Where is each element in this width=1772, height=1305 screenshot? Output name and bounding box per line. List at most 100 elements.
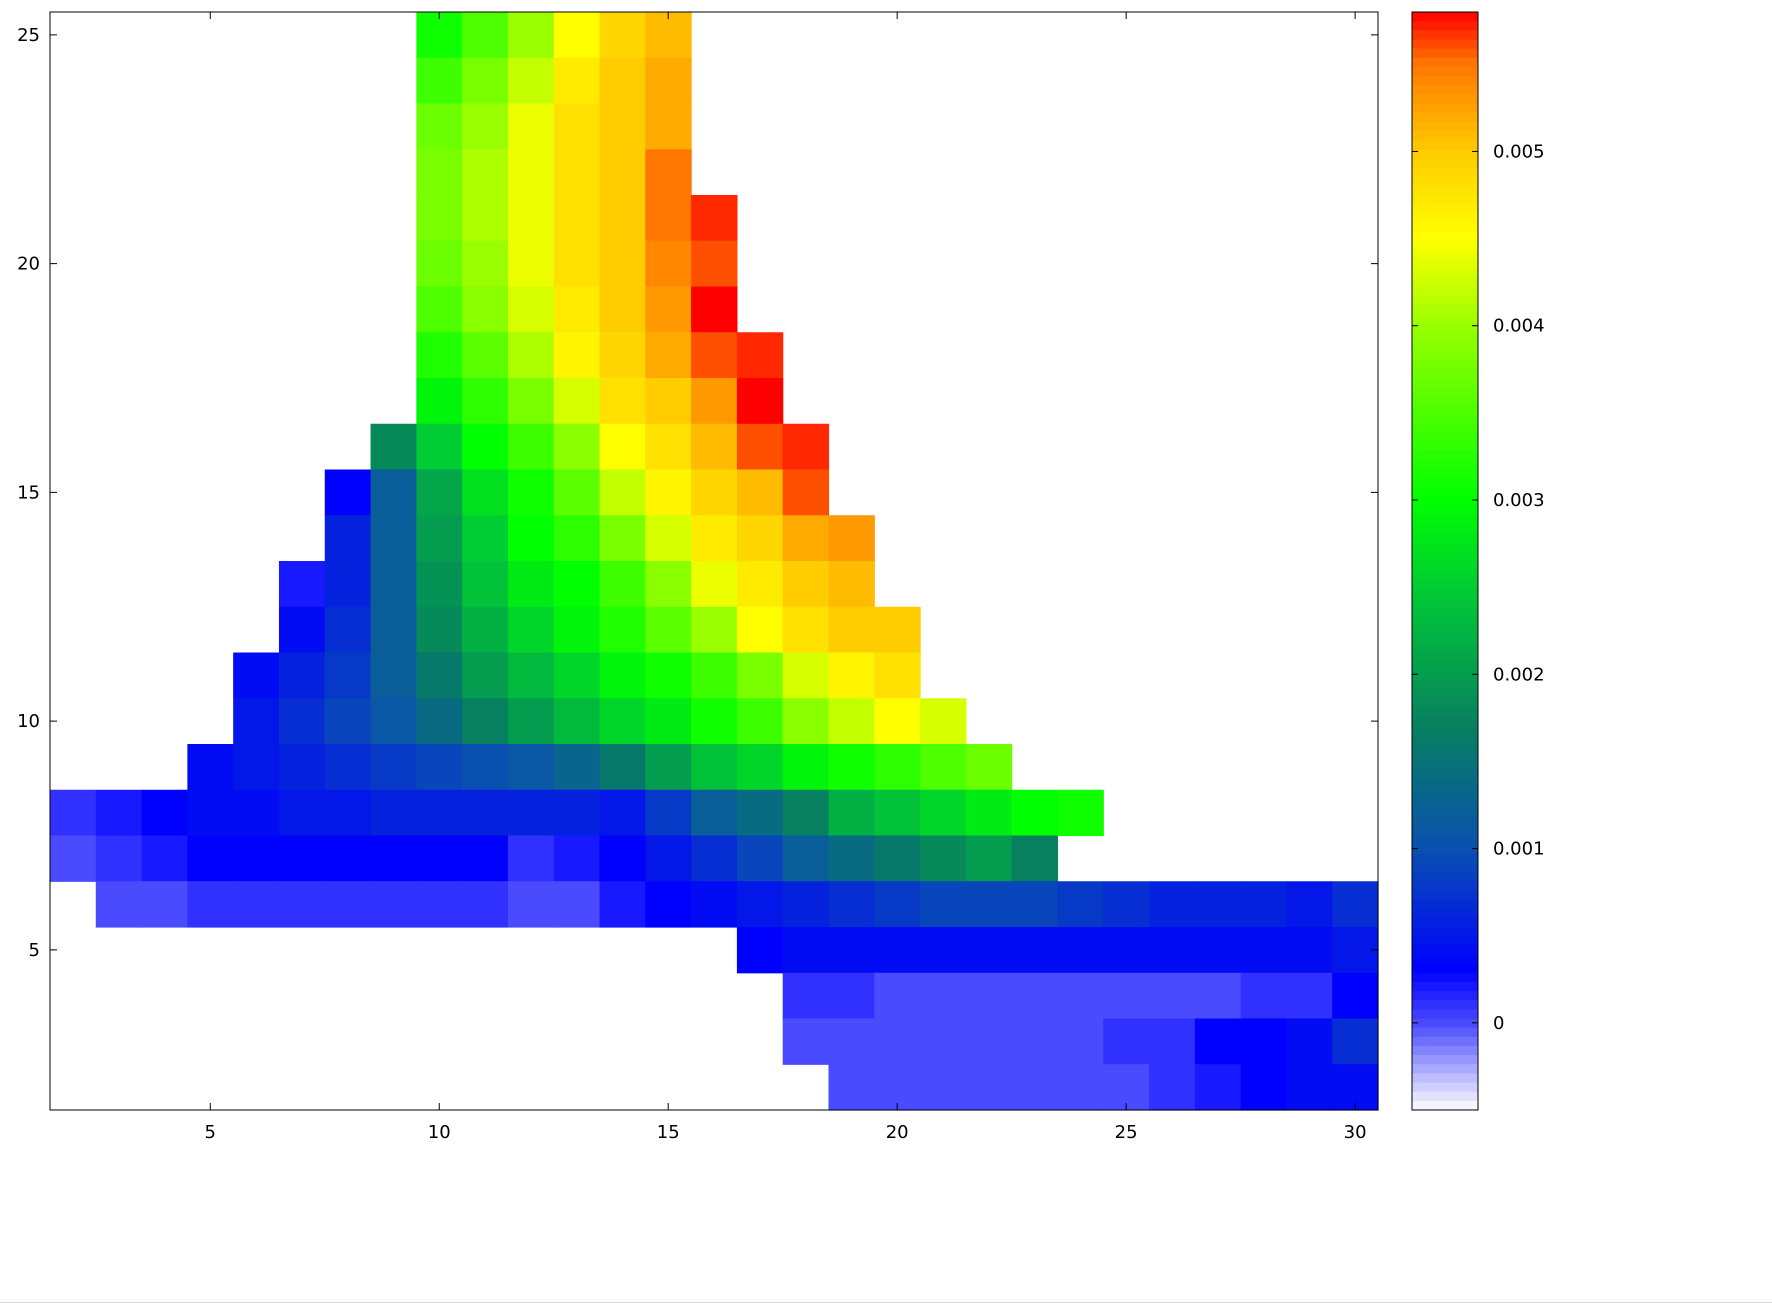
- heatmap-cell: [828, 881, 875, 928]
- colorbar-band: [1412, 268, 1478, 278]
- heatmap-cell: [645, 332, 692, 379]
- colorbar-band: [1412, 734, 1478, 745]
- heatmap-cell: [1011, 972, 1059, 1020]
- heatmap-cell: [920, 927, 967, 974]
- colorbar-band: [1412, 615, 1478, 626]
- colorbar-band: [1412, 195, 1478, 205]
- colorbar-band: [1412, 899, 1478, 910]
- heatmap-cell: [416, 332, 463, 379]
- heatmap-cell: [1240, 881, 1288, 928]
- heatmap-cell: [645, 789, 692, 837]
- heatmap-cell: [691, 561, 738, 608]
- heatmap-cell: [507, 57, 555, 105]
- colorbar-band: [1412, 872, 1478, 882]
- heatmap-cell: [599, 606, 646, 654]
- colorbar-band: [1412, 496, 1478, 507]
- heatmap-cell: [782, 698, 830, 745]
- colorbar-band: [1412, 368, 1478, 379]
- heatmap-cell: [691, 195, 738, 242]
- heatmap-cell: [462, 423, 509, 471]
- heatmap-cell: [691, 789, 738, 837]
- heatmap-cell: [1149, 1018, 1196, 1065]
- heatmap-cell: [1332, 1018, 1379, 1065]
- colorbar-band: [1412, 524, 1478, 535]
- colorbar-band: [1412, 313, 1478, 324]
- heatmap-cell: [828, 1064, 875, 1111]
- heatmap-cell: [1194, 1064, 1242, 1111]
- heatmap-cell: [507, 378, 555, 425]
- colorbar-band: [1412, 963, 1478, 974]
- heatmap-cell: [645, 103, 692, 150]
- colorbar-band: [1412, 826, 1478, 837]
- heatmap-cell: [141, 789, 188, 837]
- heatmap-cell: [507, 515, 555, 562]
- heatmap-cell: [141, 881, 188, 928]
- heatmap-cell: [233, 652, 280, 699]
- colorbar-band: [1412, 158, 1478, 169]
- heatmap-cell: [828, 789, 875, 837]
- heatmap-cell: [553, 835, 601, 882]
- heatmap-cell: [1057, 1064, 1104, 1111]
- colorbar-band: [1412, 588, 1478, 599]
- heatmap-cells: [50, 12, 1379, 1111]
- heatmap-cell: [462, 240, 509, 288]
- heatmap-cell: [324, 881, 372, 928]
- heatmap-cell: [1286, 1018, 1333, 1065]
- heatmap-cell: [736, 423, 784, 471]
- heatmap-cell: [645, 652, 692, 699]
- heatmap-cell: [691, 240, 738, 288]
- heatmap-cell: [874, 744, 921, 791]
- heatmap-cell: [416, 240, 463, 288]
- colorbar-tick-label: 0.005: [1493, 141, 1545, 162]
- heatmap-cell: [507, 195, 555, 242]
- colorbar-band: [1412, 240, 1478, 251]
- colorbar-band: [1412, 405, 1478, 416]
- colorbar-band: [1412, 991, 1478, 1001]
- colorbar-band: [1412, 1000, 1478, 1010]
- heatmap-cell: [507, 606, 555, 654]
- heatmap-cell: [691, 606, 738, 654]
- heatmap-cell: [370, 789, 417, 837]
- heatmap-cell: [1057, 972, 1104, 1020]
- heatmap-cell: [95, 835, 143, 882]
- heatmap-cell: [599, 835, 646, 882]
- heatmap-cell: [599, 332, 646, 379]
- colorbar-band: [1412, 597, 1478, 608]
- heatmap-cell: [278, 561, 326, 608]
- heatmap-cell: [782, 423, 830, 471]
- heatmap-cell: [416, 835, 463, 882]
- colorbar-band: [1412, 670, 1478, 681]
- heatmap-cell: [691, 286, 738, 333]
- heatmap-cell: [828, 972, 875, 1020]
- colorbar-band: [1412, 744, 1478, 754]
- heatmap-cell: [599, 423, 646, 471]
- heatmap-cell: [462, 286, 509, 333]
- heatmap-cell: [1286, 927, 1333, 974]
- heatmap-cell: [828, 652, 875, 699]
- heatmap-cell: [1194, 1018, 1242, 1065]
- heatmap-cell: [1103, 1018, 1150, 1065]
- heatmap-cell: [965, 789, 1013, 837]
- heatmap-cell: [874, 1018, 921, 1065]
- colorbar-band: [1412, 378, 1478, 388]
- colorbar-band: [1412, 103, 1478, 114]
- heatmap-cell: [462, 744, 509, 791]
- y-tick-label: 20: [17, 254, 40, 275]
- heatmap-cell: [691, 515, 738, 562]
- heatmap-cell: [370, 698, 417, 745]
- colorbar-band: [1412, 48, 1478, 59]
- heatmap-cell: [599, 515, 646, 562]
- heatmap-cell: [95, 881, 143, 928]
- colorbar-band: [1412, 249, 1478, 260]
- colorbar-band: [1412, 561, 1478, 571]
- x-tick-label: 30: [1344, 1122, 1367, 1143]
- heatmap-cell: [1011, 1064, 1059, 1111]
- colorbar-band: [1412, 771, 1478, 782]
- colorbar-band: [1412, 753, 1478, 763]
- heatmap-cell: [874, 835, 921, 882]
- colorbar-band: [1412, 707, 1478, 718]
- heatmap-cell: [645, 423, 692, 471]
- heatmap-cell: [645, 149, 692, 196]
- colorbar-band: [1412, 140, 1478, 150]
- colorbar-band: [1412, 76, 1478, 86]
